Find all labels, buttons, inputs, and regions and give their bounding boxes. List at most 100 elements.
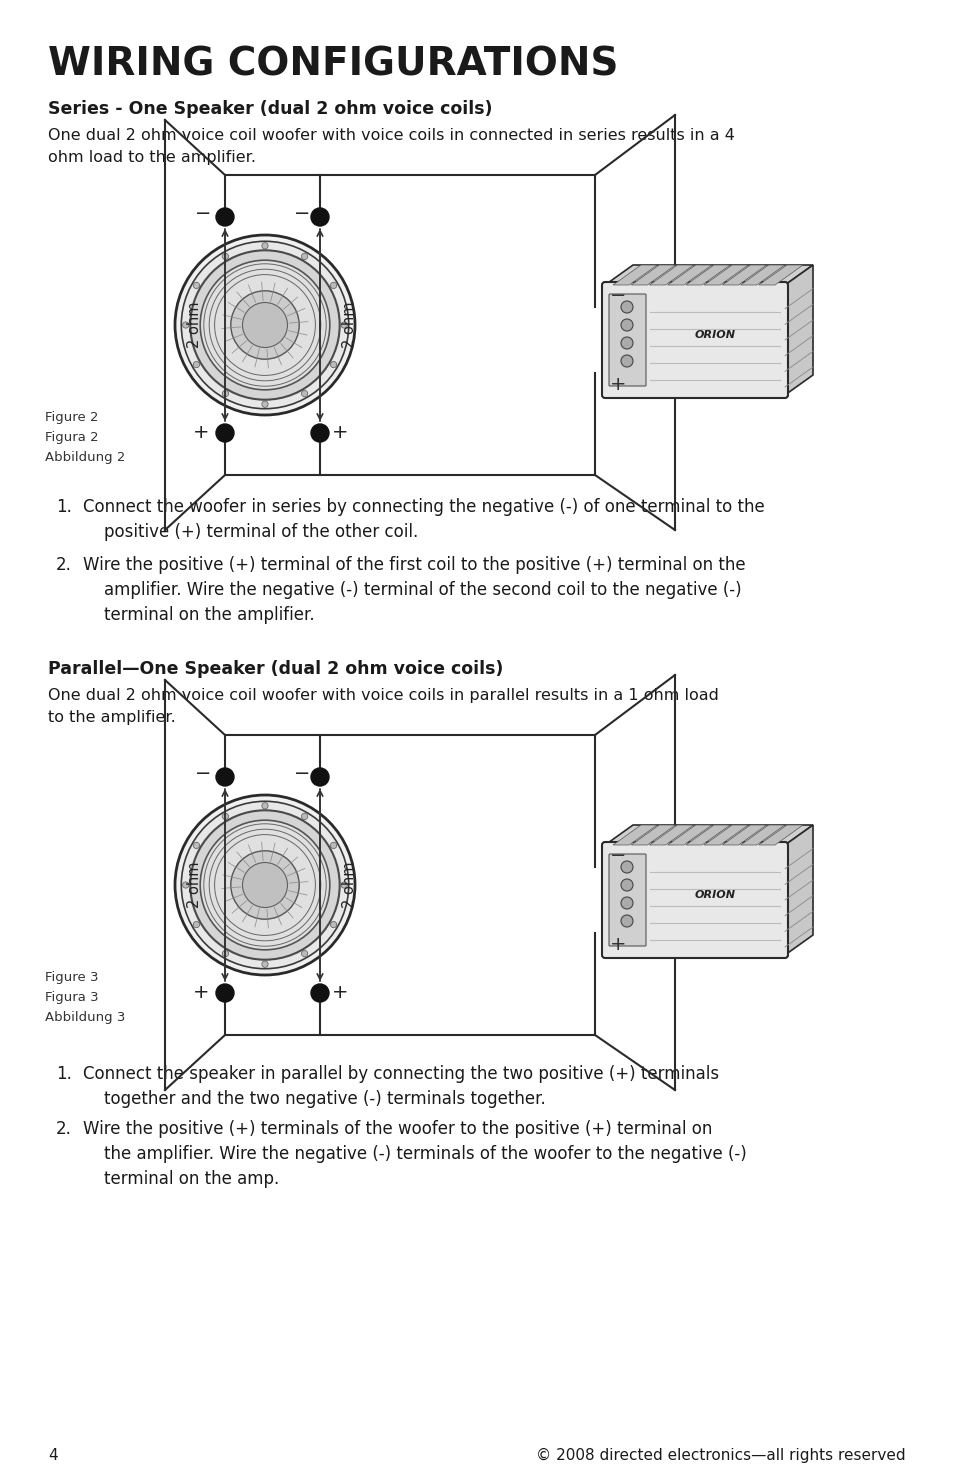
Polygon shape [721, 266, 766, 285]
Text: +: + [193, 984, 209, 1003]
Text: Wire the positive (+) terminals of the woofer to the positive (+) terminal on
  : Wire the positive (+) terminals of the w… [83, 1120, 746, 1187]
FancyBboxPatch shape [608, 294, 645, 386]
Text: −: − [294, 764, 310, 783]
Text: +: + [332, 423, 348, 442]
Polygon shape [604, 825, 812, 845]
Circle shape [620, 319, 633, 330]
Circle shape [620, 879, 633, 891]
Circle shape [301, 391, 308, 397]
Circle shape [222, 254, 229, 260]
Text: −: − [194, 764, 211, 783]
Circle shape [620, 301, 633, 313]
Circle shape [190, 251, 339, 400]
Text: 1.: 1. [56, 499, 71, 516]
Circle shape [182, 322, 189, 327]
Polygon shape [758, 825, 802, 845]
Polygon shape [721, 825, 766, 845]
Text: 4: 4 [48, 1448, 57, 1463]
Circle shape [193, 282, 199, 289]
Polygon shape [613, 266, 657, 285]
Circle shape [261, 962, 268, 968]
Circle shape [330, 922, 336, 928]
Circle shape [181, 801, 349, 969]
Text: 2.: 2. [56, 1120, 71, 1139]
Circle shape [231, 291, 299, 360]
Circle shape [222, 950, 229, 957]
Text: +: + [193, 423, 209, 442]
Text: Figure 3
Figura 3
Abbildung 3: Figure 3 Figura 3 Abbildung 3 [45, 972, 125, 1025]
Text: Figure 2
Figura 2
Abbildung 2: Figure 2 Figura 2 Abbildung 2 [45, 412, 125, 465]
Polygon shape [631, 266, 675, 285]
Text: Connect the woofer in series by connecting the negative (-) of one terminal to t: Connect the woofer in series by connecti… [83, 499, 764, 541]
Text: Connect the speaker in parallel by connecting the two positive (+) terminals
   : Connect the speaker in parallel by conne… [83, 1065, 719, 1108]
Circle shape [200, 260, 330, 389]
Circle shape [181, 242, 349, 409]
Polygon shape [703, 825, 747, 845]
Circle shape [620, 336, 633, 350]
Polygon shape [667, 266, 711, 285]
Circle shape [242, 302, 287, 348]
Polygon shape [740, 825, 784, 845]
Circle shape [215, 768, 233, 786]
Circle shape [193, 361, 199, 367]
Circle shape [261, 243, 268, 249]
Text: 2.: 2. [56, 556, 71, 574]
Circle shape [330, 842, 336, 848]
Text: Series - One Speaker (dual 2 ohm voice coils): Series - One Speaker (dual 2 ohm voice c… [48, 100, 492, 118]
Circle shape [620, 897, 633, 909]
Circle shape [620, 914, 633, 926]
Polygon shape [604, 266, 812, 285]
Text: One dual 2 ohm voice coil woofer with voice coils in parallel results in a 1 ohm: One dual 2 ohm voice coil woofer with vo… [48, 687, 719, 724]
Circle shape [174, 795, 355, 975]
Text: 2 ohm: 2 ohm [342, 861, 357, 909]
Polygon shape [740, 266, 784, 285]
FancyBboxPatch shape [601, 282, 787, 398]
FancyBboxPatch shape [608, 854, 645, 945]
Circle shape [311, 984, 329, 1002]
Circle shape [215, 423, 233, 442]
Text: −: − [294, 204, 310, 223]
Circle shape [311, 423, 329, 442]
Circle shape [190, 810, 339, 960]
Text: ORION: ORION [694, 330, 735, 341]
Circle shape [620, 861, 633, 873]
Polygon shape [703, 266, 747, 285]
Text: −: − [609, 286, 626, 304]
Circle shape [174, 235, 355, 414]
Circle shape [330, 361, 336, 367]
Circle shape [261, 401, 268, 407]
Text: 2 ohm: 2 ohm [188, 302, 202, 348]
Text: 2 ohm: 2 ohm [188, 861, 202, 909]
Circle shape [301, 950, 308, 957]
Circle shape [182, 882, 189, 888]
Polygon shape [649, 825, 693, 845]
Circle shape [311, 768, 329, 786]
Circle shape [200, 820, 330, 950]
Polygon shape [685, 825, 729, 845]
Circle shape [301, 254, 308, 260]
Text: One dual 2 ohm voice coil woofer with voice coils in connected in series results: One dual 2 ohm voice coil woofer with vo… [48, 128, 734, 165]
Circle shape [340, 882, 347, 888]
Circle shape [215, 984, 233, 1002]
Circle shape [340, 322, 347, 327]
Polygon shape [613, 825, 657, 845]
Polygon shape [784, 825, 812, 954]
Text: −: − [609, 845, 626, 864]
Polygon shape [758, 266, 802, 285]
Circle shape [215, 208, 233, 226]
Circle shape [620, 355, 633, 367]
Polygon shape [784, 266, 812, 395]
Text: 1.: 1. [56, 1065, 71, 1083]
Text: −: − [194, 204, 211, 223]
Circle shape [330, 282, 336, 289]
Polygon shape [685, 266, 729, 285]
Text: +: + [609, 935, 626, 954]
Polygon shape [667, 825, 711, 845]
Polygon shape [631, 825, 675, 845]
Text: Parallel—One Speaker (dual 2 ohm voice coils): Parallel—One Speaker (dual 2 ohm voice c… [48, 659, 503, 679]
Circle shape [301, 813, 308, 820]
Circle shape [231, 851, 299, 919]
Circle shape [242, 863, 287, 907]
Circle shape [222, 813, 229, 820]
Circle shape [193, 922, 199, 928]
